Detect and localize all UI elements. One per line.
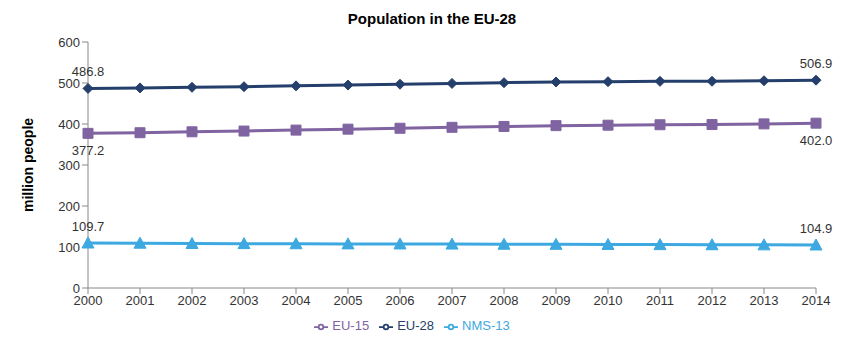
svg-text:2002: 2002 [178, 293, 207, 308]
svg-text:2006: 2006 [386, 293, 415, 308]
svg-text:500: 500 [58, 75, 80, 91]
svg-text:100: 100 [58, 240, 80, 255]
svg-text:2010: 2010 [594, 293, 623, 308]
html-text:EU-15: EU-15 [332, 318, 370, 333]
svg-text:0: 0 [73, 281, 80, 296]
svg-text:2001: 2001 [126, 293, 155, 308]
svg-text:506.9: 506.9 [800, 56, 833, 71]
svg-text:300: 300 [58, 158, 80, 173]
svg-text:2009: 2009 [542, 293, 571, 308]
svg-text:2013: 2013 [750, 293, 779, 308]
html-text:EU-28: EU-28 [397, 318, 434, 333]
svg-text:200: 200 [58, 199, 80, 214]
svg-text:109.7: 109.7 [72, 219, 105, 234]
svg-text:2011: 2011 [646, 293, 674, 308]
svg-text:377.2: 377.2 [72, 143, 105, 158]
svg-text:400: 400 [58, 117, 80, 132]
html-text:Population in the EU-28: Population in the EU-28 [347, 10, 517, 27]
svg-text:600: 600 [58, 35, 80, 50]
svg-text:2000: 2000 [73, 293, 103, 309]
svg-text:104.9: 104.9 [800, 221, 833, 236]
html-text:NMS-13: NMS-13 [462, 318, 510, 333]
svg-text:2012: 2012 [698, 293, 727, 308]
svg-text:2005: 2005 [334, 293, 363, 308]
svg-text:2008: 2008 [490, 293, 519, 308]
svg-text:million people: million people [20, 118, 36, 212]
svg-text:402.0: 402.0 [800, 133, 833, 148]
svg-text:486.8: 486.8 [72, 64, 105, 79]
svg-text:2007: 2007 [438, 293, 467, 308]
svg-text:2014: 2014 [802, 293, 831, 308]
svg-text:2004: 2004 [282, 293, 311, 308]
svg-text:2003: 2003 [230, 293, 259, 308]
